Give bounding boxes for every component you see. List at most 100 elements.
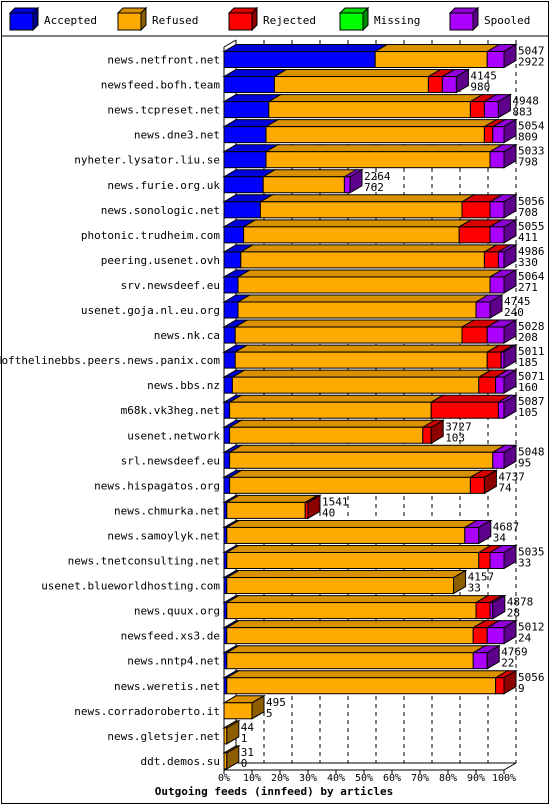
legend-swatch [339,12,364,31]
x-tick-label: 40% [327,773,345,784]
row-label: usenet.network [127,429,220,442]
row-label: newsfeed.xs3.de [121,630,220,643]
row-total-label: 5055 [518,220,545,233]
row-accepted-label: 2922 [518,56,545,69]
row-accepted-label: 809 [518,131,538,144]
bar-row [222,569,468,595]
bar-segment-refused-top [272,69,443,78]
legend-item-missing: Missing [338,6,420,32]
x-tick-label: 0% [218,773,230,784]
row-label: m68k.vk3heg.net [121,404,220,417]
bar-segment-refused [226,652,474,670]
bar-segment-rejected [495,677,505,695]
bar-segment-accepted [223,126,267,144]
legend-item-accepted: Accepted [8,6,97,32]
bar-segment-rejected [483,126,494,144]
row-accepted-label: 271 [518,281,538,294]
bar-segment-refused [234,326,463,344]
bar-segment-accepted [223,476,231,494]
bar-segment-rejected [475,602,491,620]
bar-segment-rejected [486,351,502,369]
bar-segment-accepted [223,276,239,294]
row-total-label: 4687 [493,520,520,533]
bar-segment-refused [265,151,491,169]
bar-segment-rejected [461,201,491,219]
row-total-label: 4745 [504,295,531,308]
y-axis-depth [223,39,237,48]
bar-segment-rejected [461,326,488,344]
bar-row [222,143,518,169]
legend-label: Missing [374,14,420,27]
x-tick-label: 100% [492,773,516,784]
bar-segment-refused [223,702,253,720]
row-total-label: 5035 [518,546,545,559]
bar-segment-refused-top [266,94,485,103]
x-tick-label: 70% [411,773,429,784]
legend-swatch [9,12,34,31]
row-label: news.nk.ca [154,329,220,342]
row-label: news.quux.org [134,605,220,618]
bar-segment-refused-top [236,294,490,303]
row-accepted-label: 33 [518,557,531,570]
row-accepted-label: 5 [266,707,273,720]
row-label: newsfeed.bofh.team [101,79,221,92]
row-accepted-label: 1 [241,732,248,745]
row-accepted-label: 34 [493,531,507,544]
bar-segment-refused-top [258,194,476,203]
bar-segment-refused [243,226,460,244]
legend-label: Spooled [484,14,530,27]
bar-row [222,193,518,219]
bar-segment-refused [229,401,432,419]
row-label: peering.usenet.ovh [101,254,220,267]
row-accepted-label: 185 [518,356,538,369]
row-total-label: 4878 [507,596,534,609]
bar-segment-accepted [223,426,231,444]
bar-row [222,444,518,470]
row-accepted-label: 9 [518,682,525,695]
bar-segment-spooled-side [503,218,517,244]
bar-row [222,168,364,194]
bar-segment-refused-side [226,745,240,770]
bar-segment-rejected [427,76,443,94]
bar-segment-spooled [475,301,491,319]
bar-row [222,745,241,770]
row-accepted-label: 74 [498,481,512,494]
row-total-label: 1541 [322,495,349,508]
row-accepted-label: 883 [512,106,532,119]
bar-segment-refused-top [238,244,499,253]
bar-segment-refused-top [373,44,502,52]
bar-segment-spooled [492,451,505,469]
legend-item-spooled: Spooled [448,6,530,32]
bar-segment-refused-top [227,419,437,428]
bar-segment-refused-top [224,620,488,629]
bar-row [222,719,241,745]
bar-segment-spooled-side [478,519,492,545]
row-total-label: 31 [241,746,254,759]
bar-segment-refused-top [236,269,504,278]
bar-segment-spooled-side [492,594,506,620]
row-label: ddt.demos.su [141,755,220,768]
bar-segment-rejected [469,476,485,494]
bar-segment-accepted [223,76,275,94]
bar-segment-accepted [223,301,239,319]
bar-segment-refused [226,526,466,544]
bar-segment-accepted [223,151,267,169]
row-accepted-label: 103 [445,431,465,444]
bar-segment-spooled-side [503,394,517,420]
bar-segment-refused [226,602,477,620]
bar-segment-spooled [497,401,505,419]
bar-segment-refused [273,76,429,94]
bar-segment-refused-top [264,119,499,128]
bar-segment-refused [234,351,488,369]
bar-segment-refused [226,677,497,695]
row-total-label: 3727 [445,420,472,433]
row-label: usenet.blueworldhosting.com [41,580,220,593]
row-label: news.netfront.net [107,54,220,67]
bar-segment-spooled-side [503,544,517,570]
row-accepted-label: 798 [518,156,538,169]
bar-row [222,369,518,395]
bar-row [222,419,446,445]
bar-row [222,344,518,369]
row-total-label: 495 [266,696,286,709]
